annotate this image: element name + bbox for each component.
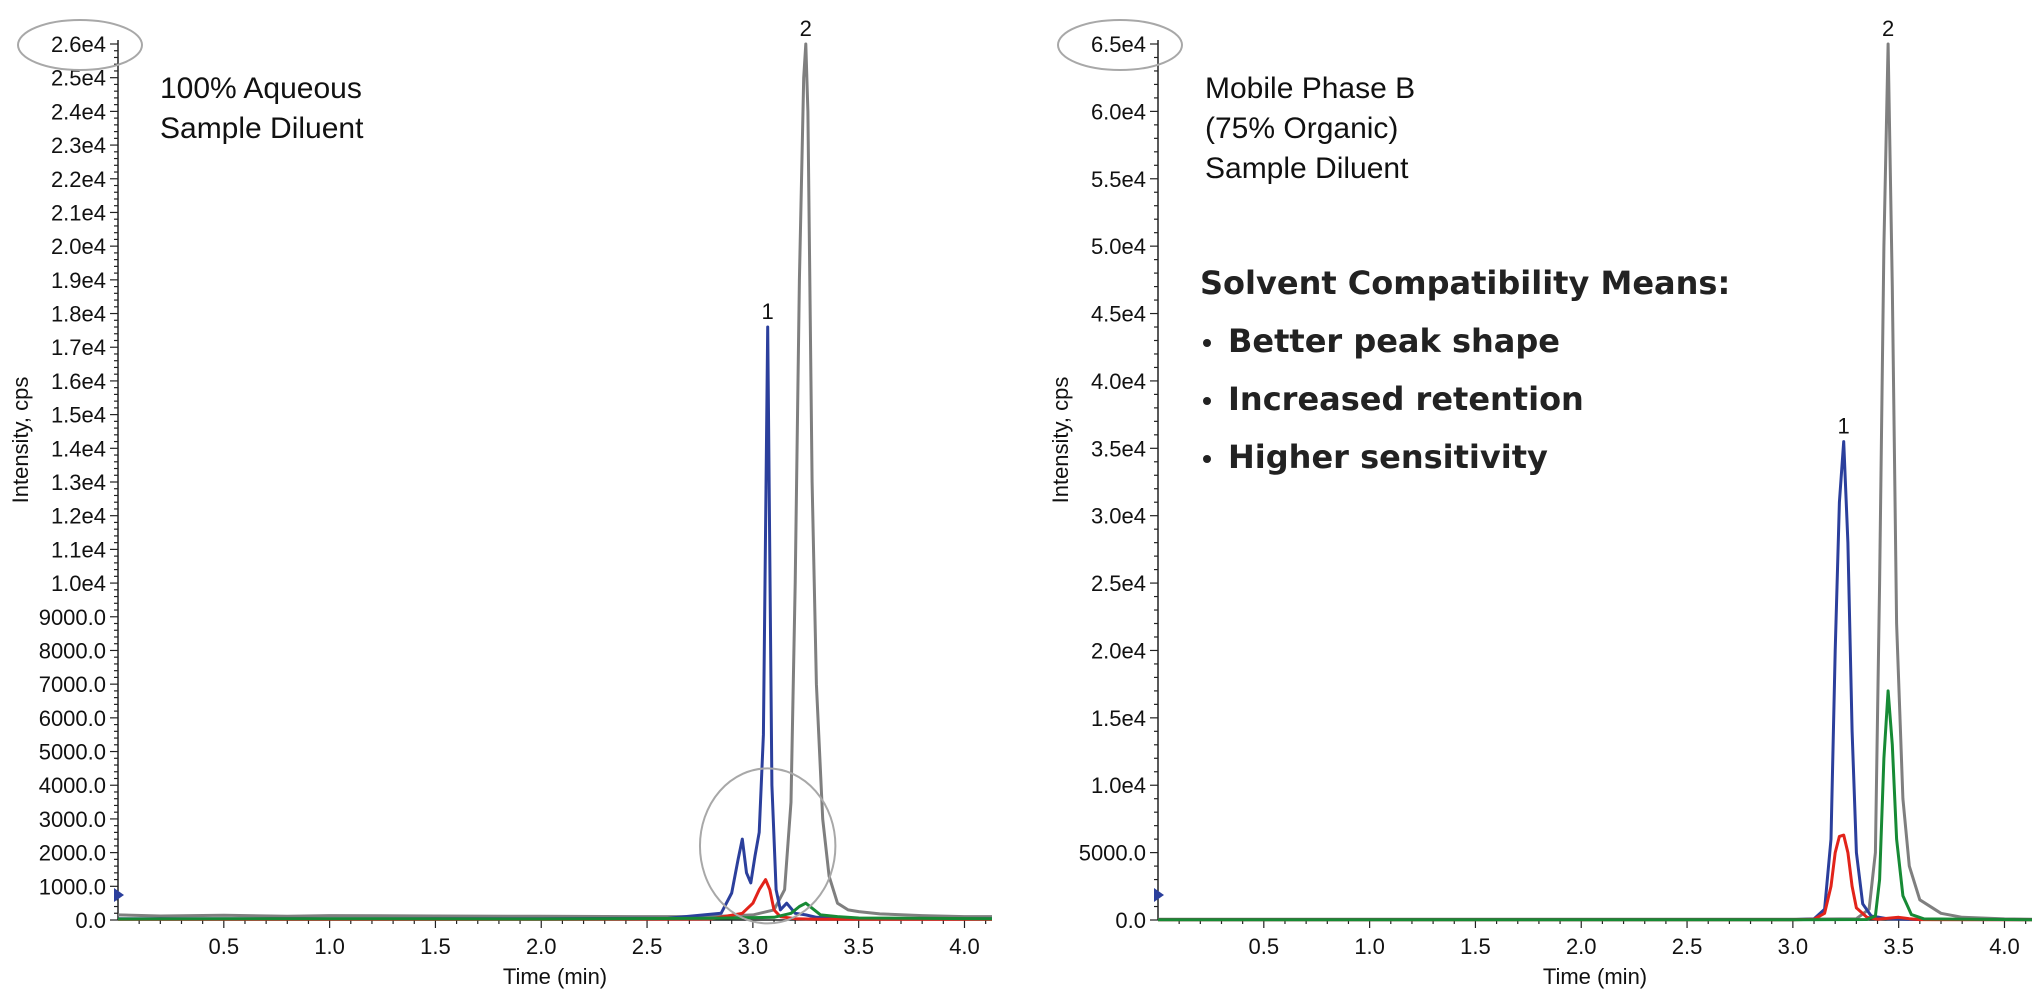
x-axis-title: Time (min) — [503, 964, 607, 989]
annotation-text: 100% Aqueous — [160, 72, 362, 105]
callout-heading: Solvent Compatibility Means: — [1200, 264, 1730, 302]
peak-label: 1 — [1838, 414, 1850, 439]
x-tick-label: 4.0 — [1989, 934, 2020, 959]
y-tick-label: 3000.0 — [39, 807, 106, 832]
y-tick-label: 1.5e4 — [1091, 706, 1146, 731]
annotation-text: (75% Organic) — [1205, 112, 1398, 145]
x-tick-label: 3.0 — [738, 934, 769, 959]
y-tick-label: 1.9e4 — [51, 268, 106, 293]
y-tick-label: 1.7e4 — [51, 335, 106, 360]
y-tick-label: 1.4e4 — [51, 436, 106, 461]
peak-label: 2 — [1882, 16, 1894, 41]
x-tick-label: 3.0 — [1778, 934, 1809, 959]
y-tick-label: 0.0 — [75, 908, 106, 933]
y-tick-label: 1.1e4 — [51, 537, 106, 562]
baseline-marker — [1154, 888, 1164, 902]
y-tick-label: 2.4e4 — [51, 99, 106, 124]
x-tick-label: 3.5 — [843, 934, 874, 959]
y-axis-title: Intensity, cps — [1048, 377, 1073, 504]
y-tick-label: 5000.0 — [39, 740, 106, 765]
baseline-marker — [114, 888, 124, 902]
y-tick-label: 2.2e4 — [51, 167, 106, 192]
x-tick-label: 1.0 — [1354, 934, 1385, 959]
x-tick-label: 0.5 — [209, 934, 240, 959]
y-tick-label: 2.3e4 — [51, 133, 106, 158]
x-tick-label: 0.5 — [1249, 934, 1280, 959]
y-tick-label: 4.0e4 — [1091, 369, 1146, 394]
x-tick-label: 2.5 — [1672, 934, 1703, 959]
y-tick-label: 1.2e4 — [51, 504, 106, 529]
y-tick-label: 5000.0 — [1079, 841, 1146, 866]
y-tick-label: 2.1e4 — [51, 200, 106, 225]
y-tick-label: 3.0e4 — [1091, 504, 1146, 529]
series-line-blue — [118, 325, 992, 921]
x-axis-title: Time (min) — [1543, 964, 1647, 989]
bullet-dot — [1203, 397, 1211, 405]
y-tick-label: 1.0e4 — [1091, 773, 1146, 798]
y-tick-label: 7000.0 — [39, 672, 106, 697]
callout-bullet: Higher sensitivity — [1228, 438, 1548, 476]
annotation-text: Sample Diluent — [1205, 152, 1409, 185]
highlight-circle — [1057, 19, 1183, 71]
y-tick-label: 6.0e4 — [1091, 99, 1146, 124]
x-tick-label: 1.5 — [420, 934, 451, 959]
chart-panel-2: 0.0 5000.0 1.0e4 1.5e4 2.0e4 2.5e4 3.0e4 3.5e4 4… — [1048, 16, 2033, 989]
annotation-text: Mobile Phase B — [1205, 72, 1415, 105]
y-tick-label: 9000.0 — [39, 605, 106, 630]
y-tick-label: 5.0e4 — [1091, 234, 1146, 259]
y-tick-label: 1.8e4 — [51, 302, 106, 327]
annotation-text: Sample Diluent — [160, 112, 364, 145]
callout-bullet: Better peak shape — [1228, 322, 1560, 360]
x-tick-label: 1.0 — [314, 934, 345, 959]
series-line-blue — [1158, 440, 2033, 922]
y-tick-label: 5.5e4 — [1091, 167, 1146, 192]
highlight-circle — [698, 767, 837, 925]
y-tick-label: 0.0 — [1115, 908, 1146, 933]
peak-label: 1 — [762, 299, 774, 324]
x-tick-label: 2.5 — [632, 934, 663, 959]
series-line-green — [1158, 689, 2033, 922]
callout-bullet: Increased retention — [1228, 380, 1584, 418]
bullet-dot — [1203, 455, 1211, 463]
y-tick-label: 2.0e4 — [1091, 638, 1146, 663]
y-tick-label: 4000.0 — [39, 773, 106, 798]
series-line-gray — [117, 42, 992, 919]
y-tick-label: 6.5e4 — [1091, 32, 1146, 57]
y-axis-title: Intensity, cps — [8, 377, 33, 504]
x-tick-label: 3.5 — [1883, 934, 1914, 959]
y-tick-label: 8000.0 — [39, 638, 106, 663]
y-tick-label: 2.5e4 — [1091, 571, 1146, 596]
x-tick-label: 1.5 — [1460, 934, 1491, 959]
y-tick-label: 1.0e4 — [51, 571, 106, 596]
bullet-dot — [1203, 339, 1211, 347]
y-tick-label: 1.5e4 — [51, 403, 106, 428]
y-tick-label: 2.0e4 — [51, 234, 106, 259]
series-line-green — [117, 901, 993, 921]
y-tick-label: 6000.0 — [39, 706, 106, 731]
chart-panel-1: 0.0 1000.0 2000.0 3000.0 4000.0 5000.0 6000.0 7… — [8, 16, 993, 989]
y-tick-label: 2.6e4 — [51, 32, 106, 57]
y-tick-label: 1000.0 — [39, 874, 106, 899]
y-tick-label: 1.3e4 — [51, 470, 106, 495]
x-tick-label: 4.0 — [949, 934, 980, 959]
y-tick-label: 2000.0 — [39, 841, 106, 866]
highlight-circle — [17, 19, 143, 71]
y-tick-label: 4.5e4 — [1091, 302, 1146, 327]
peak-label: 2 — [800, 16, 812, 41]
y-tick-label: 3.5e4 — [1091, 436, 1146, 461]
x-tick-label: 2.0 — [526, 934, 557, 959]
x-tick-label: 2.0 — [1566, 934, 1597, 959]
y-tick-label: 1.6e4 — [51, 369, 106, 394]
